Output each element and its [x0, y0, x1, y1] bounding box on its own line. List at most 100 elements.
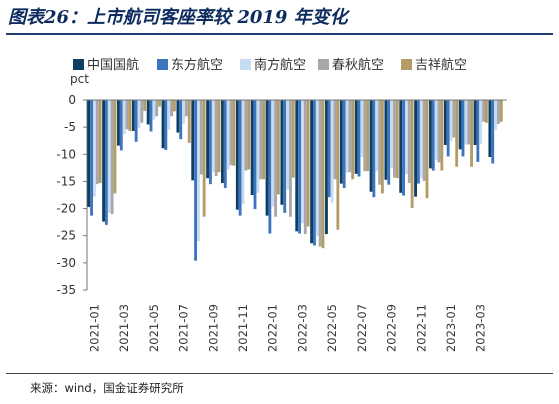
source-note: 来源：wind，国金证券研究所: [30, 381, 184, 395]
x-tick-label: 2021-11: [236, 304, 250, 352]
bar: [113, 100, 117, 194]
bar: [315, 100, 319, 236]
bar: [253, 100, 257, 210]
bar: [372, 100, 376, 198]
bar: [217, 100, 221, 173]
x-tick-label: 2023-01: [444, 304, 458, 352]
x-tick-label: 2022-07: [355, 304, 369, 352]
legend-swatch: [401, 59, 412, 70]
bar: [221, 100, 224, 184]
legend-swatch: [240, 59, 251, 70]
legend-label: 中国国航: [87, 57, 139, 73]
bar: [185, 100, 188, 117]
bar: [286, 100, 289, 190]
bar: [414, 100, 418, 197]
bar: [226, 100, 230, 170]
bar: [143, 100, 147, 111]
bar: [197, 100, 200, 242]
bar: [298, 100, 301, 234]
bar: [107, 100, 111, 213]
bar: [378, 100, 381, 185]
bar: [497, 100, 500, 124]
bar: [491, 100, 495, 164]
bar: [321, 100, 325, 249]
bar: [167, 100, 171, 130]
bar: [158, 100, 161, 107]
bar: [422, 100, 426, 181]
bar: [429, 100, 432, 169]
bar: [375, 100, 379, 172]
bar: [238, 100, 242, 216]
bar: [90, 100, 93, 216]
x-tick-label: 2022-05: [325, 304, 339, 352]
bar: [149, 100, 153, 132]
bar: [363, 100, 367, 172]
bar: [98, 100, 102, 184]
bar: [179, 100, 183, 140]
bar: [95, 100, 99, 185]
bar: [146, 100, 150, 125]
bar: [110, 100, 114, 214]
bar: [431, 100, 435, 171]
bar: [229, 100, 233, 166]
bar: [360, 100, 364, 157]
bar: [461, 100, 465, 157]
bar: [164, 100, 168, 150]
bar: [440, 100, 444, 171]
bar: [488, 100, 492, 157]
bar: [289, 100, 292, 217]
legend-swatch: [157, 59, 168, 70]
bar: [318, 100, 322, 247]
title-divider: [6, 33, 553, 35]
bar: [348, 100, 352, 173]
bar: [176, 100, 180, 133]
bar: [458, 100, 462, 150]
bar: [211, 100, 215, 173]
bar: [93, 100, 96, 197]
bar: [152, 100, 156, 120]
bar: [291, 100, 295, 178]
bar: [405, 100, 408, 174]
y-tick-label: -15: [56, 174, 76, 188]
bar: [87, 100, 91, 207]
bar: [354, 100, 358, 174]
legend-swatch: [73, 59, 84, 70]
x-tick-label: 2022-09: [385, 304, 399, 352]
bar: [476, 100, 480, 162]
bar: [271, 100, 275, 207]
bar: [327, 100, 331, 198]
bar: [250, 100, 254, 195]
bar: [499, 100, 503, 122]
bar: [479, 100, 483, 144]
bar: [256, 100, 260, 193]
bar: [470, 100, 473, 167]
bar: [303, 100, 307, 235]
bar: [172, 100, 176, 112]
bar: [407, 100, 411, 184]
bar: [351, 100, 355, 180]
bar: [419, 100, 423, 179]
bar: [333, 100, 337, 180]
x-axis: 2021-01 2021-03 2021-05 2021-07 2021-09 2021-…: [87, 304, 487, 352]
bar: [455, 100, 459, 167]
legend-swatch: [318, 59, 329, 70]
bar-chart: 中国国航 东方航空 南方航空 春秋航空 吉祥航空 pct 0 -5 -10 -15 -20 -25…: [56, 57, 507, 352]
bar: [295, 100, 299, 232]
legend-label: 东方航空: [171, 57, 223, 73]
bars-group: [87, 99, 507, 261]
bar: [384, 100, 388, 180]
bar: [387, 100, 391, 185]
bar: [105, 100, 108, 225]
bar: [443, 100, 447, 146]
x-tick-label: 2021-05: [147, 304, 161, 352]
bar: [366, 100, 369, 172]
bar: [393, 100, 396, 178]
bar: [306, 100, 310, 227]
bar: [262, 100, 265, 180]
bar: [214, 100, 218, 176]
y-tick-label: -5: [64, 120, 76, 134]
x-tick-label: 2021-09: [206, 304, 220, 352]
bar: [336, 100, 340, 230]
bar: [276, 100, 280, 195]
bar: [134, 100, 138, 142]
